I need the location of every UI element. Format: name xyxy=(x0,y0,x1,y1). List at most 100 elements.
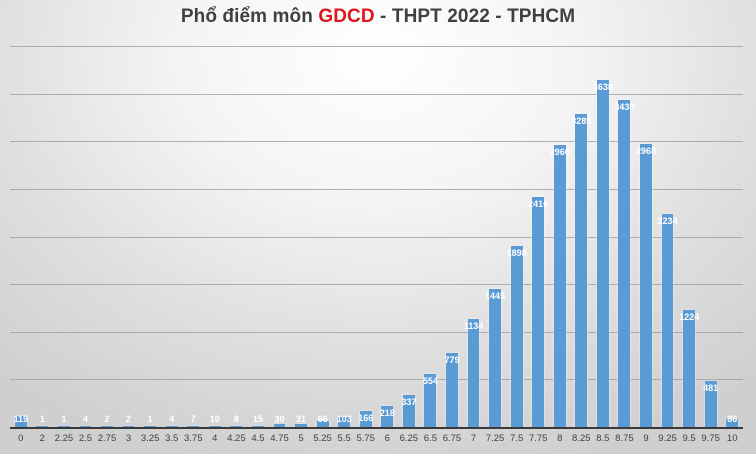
bar xyxy=(402,394,415,427)
data-label: 1898 xyxy=(506,248,527,259)
gridline xyxy=(10,141,743,143)
gridline xyxy=(10,188,743,190)
data-label: 3430 xyxy=(614,102,635,113)
plot-area: 119 1 1 4 2 2 1 4 7 10 8 15 30 31 66 103 166 218 337 554 779… xyxy=(10,46,743,427)
x-tick-label: 2.5 xyxy=(78,433,93,444)
data-label: 1 xyxy=(39,414,45,424)
bar xyxy=(122,426,135,427)
data-label: 66 xyxy=(317,414,328,424)
bar xyxy=(489,289,501,427)
data-label: 2 xyxy=(104,414,110,424)
data-label: 481 xyxy=(703,383,719,394)
x-tick-label: 3.5 xyxy=(165,433,179,444)
data-label: 30 xyxy=(274,414,285,424)
data-label: 10 xyxy=(209,414,220,424)
data-label: 2960 xyxy=(549,147,570,158)
bar xyxy=(553,145,566,427)
gridline xyxy=(10,284,743,286)
bar xyxy=(144,426,157,427)
data-label: 7 xyxy=(190,414,196,424)
bar xyxy=(661,214,674,427)
bar xyxy=(273,424,286,427)
data-label: 779 xyxy=(444,354,460,365)
x-tick-label: 3 xyxy=(125,433,132,444)
data-label: 554 xyxy=(422,376,438,387)
bar xyxy=(467,319,480,427)
x-tick-label: 9 xyxy=(643,433,649,444)
gridline xyxy=(10,46,743,47)
x-tick-label: 9.75 xyxy=(701,433,720,444)
bar xyxy=(79,426,92,427)
bar xyxy=(532,196,545,427)
bar xyxy=(510,246,523,427)
data-label: 2416 xyxy=(528,198,549,209)
bar xyxy=(683,310,696,427)
x-tick-label: 7.75 xyxy=(528,433,548,444)
bar xyxy=(704,381,717,427)
x-tick-label: 2.75 xyxy=(97,433,117,444)
x-tick-label: 5.5 xyxy=(337,433,351,444)
bar xyxy=(101,426,113,427)
chart-title: Phổ điểm môn GDCD - THPT 2022 - TPHCM xyxy=(0,6,756,28)
data-label: 1 xyxy=(61,414,67,424)
x-tick-label: 3.25 xyxy=(140,433,160,444)
x-tick-label: 9.25 xyxy=(658,433,677,444)
bar xyxy=(230,426,243,427)
x-tick-label: 8.75 xyxy=(615,433,634,444)
data-label: 218 xyxy=(379,408,395,419)
x-tick-label: 9.5 xyxy=(682,433,696,444)
data-label: 2234 xyxy=(657,216,678,227)
data-label: 3638 xyxy=(592,82,613,93)
x-tick-label: 5 xyxy=(298,433,304,444)
bar xyxy=(57,426,70,427)
x-axis-line xyxy=(10,427,743,429)
bar xyxy=(316,420,329,427)
bar xyxy=(251,425,264,427)
x-tick-label: 4 xyxy=(212,433,218,444)
x-tick-label: 5.75 xyxy=(356,433,375,444)
data-label: 31 xyxy=(296,414,307,424)
data-label: 2968 xyxy=(635,146,656,157)
x-tick-label: 3.75 xyxy=(184,433,203,444)
data-label: 1134 xyxy=(463,320,484,331)
data-label: 337 xyxy=(401,396,417,407)
x-tick-label: 6.5 xyxy=(423,433,437,444)
gridline xyxy=(10,93,743,95)
x-tick-label: 8.25 xyxy=(572,433,591,444)
data-label: 3289 xyxy=(571,115,592,126)
bar xyxy=(295,424,307,427)
data-label: 4 xyxy=(82,414,88,424)
x-tick-label: 6.25 xyxy=(399,433,419,444)
x-tick-label: 4.25 xyxy=(227,433,246,444)
gridline xyxy=(10,236,743,238)
bar xyxy=(446,352,458,427)
data-label: 2 xyxy=(126,414,132,424)
data-label: 1445 xyxy=(485,291,506,302)
x-tick-label: 6.75 xyxy=(442,433,462,444)
data-label: 119 xyxy=(13,414,29,424)
data-label: 8 xyxy=(233,414,239,424)
x-tick-label: 10 xyxy=(726,433,738,444)
data-label: 166 xyxy=(358,413,374,424)
data-label: 1224 xyxy=(679,312,700,323)
bar xyxy=(381,406,394,427)
bar xyxy=(338,417,351,427)
title-suffix: - THPT 2022 - TPHCM xyxy=(374,6,576,27)
x-tick-label: 6 xyxy=(384,433,390,444)
bar xyxy=(640,144,652,427)
title-prefix: Phổ điểm môn xyxy=(180,6,319,27)
x-tick-label: 4.75 xyxy=(270,433,289,444)
gridline xyxy=(10,331,743,333)
x-tick-label: 0 xyxy=(18,433,24,444)
bar xyxy=(187,426,200,427)
x-tick-label: 2 xyxy=(39,433,45,444)
x-tick-label: 4.5 xyxy=(251,433,265,444)
x-tick-label: 7 xyxy=(470,433,477,444)
x-tick-label: 5.25 xyxy=(313,433,332,444)
x-tick-label: 7.5 xyxy=(510,433,524,444)
bar xyxy=(618,100,631,427)
bar xyxy=(208,426,221,427)
data-label: 4 xyxy=(169,414,175,424)
bar xyxy=(596,80,609,427)
title-subject: GDCD xyxy=(318,6,375,27)
